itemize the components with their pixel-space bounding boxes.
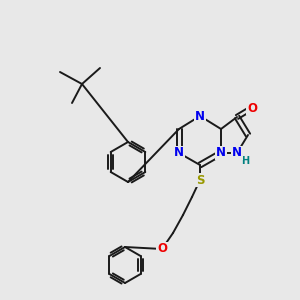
Text: N: N	[195, 110, 205, 122]
Text: N: N	[174, 146, 184, 160]
Text: H: H	[241, 156, 249, 166]
Text: O: O	[157, 242, 167, 256]
Text: S: S	[196, 173, 204, 187]
Text: N: N	[216, 146, 226, 160]
Text: N: N	[232, 146, 242, 160]
Text: O: O	[247, 101, 257, 115]
